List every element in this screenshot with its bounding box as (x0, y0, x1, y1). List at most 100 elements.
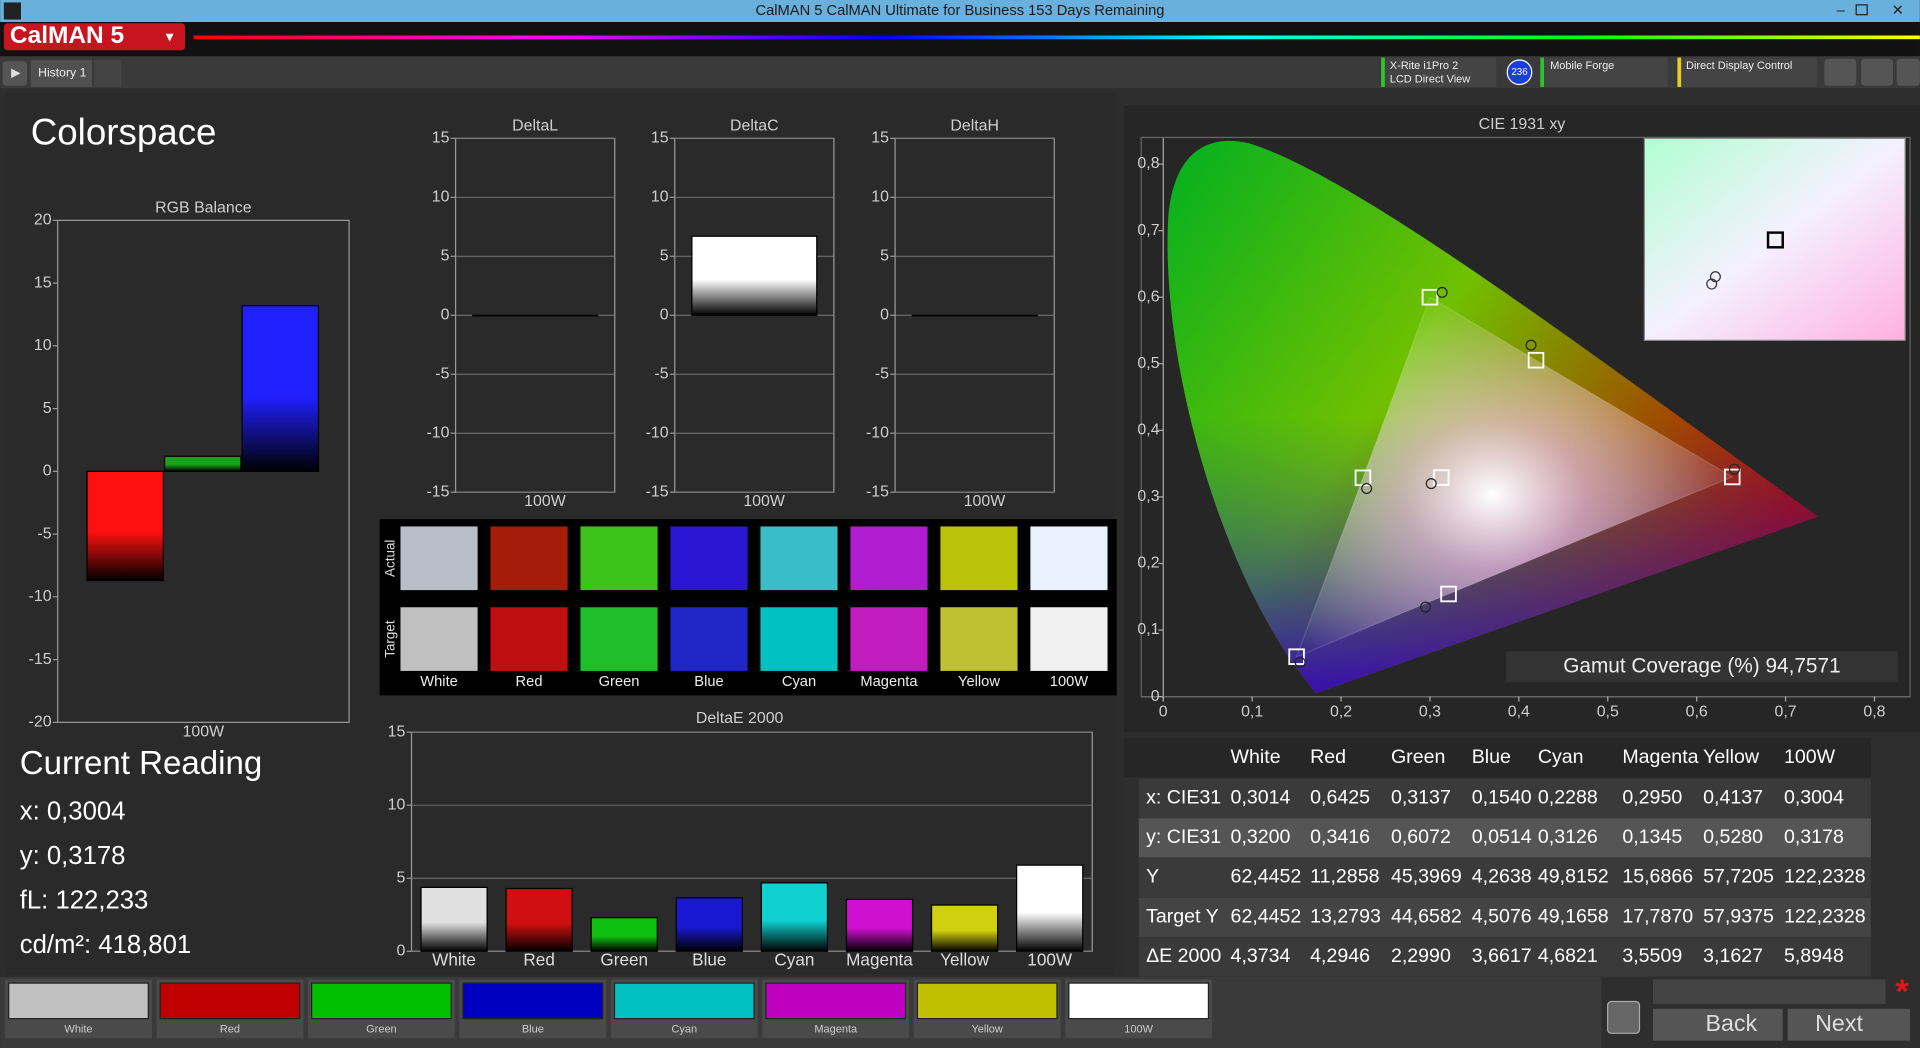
column-header: Red (1310, 746, 1346, 768)
x-tick-label: 100W (183, 723, 225, 740)
y-tick-label: 0 (43, 463, 52, 480)
current-reading-title: Current Reading (20, 745, 262, 782)
table-header-bg (1124, 738, 1871, 778)
logo-box[interactable] (3, 23, 186, 51)
x-tick-label: White (432, 950, 476, 970)
meter-selector[interactable] (1381, 57, 1497, 87)
y-tick-label: 10 (388, 796, 406, 813)
table-row (1138, 937, 1871, 977)
play-button[interactable] (2, 61, 28, 86)
y-tick-label: 0 (660, 306, 669, 323)
actual-swatch (1030, 526, 1108, 591)
minimize-button[interactable]: – (1837, 3, 1846, 19)
y-tick-label: 5 (397, 869, 406, 886)
y-tick-label: 0,2 (1137, 555, 1159, 572)
bar (675, 897, 743, 952)
actual-point (1294, 656, 1306, 668)
actual-swatch (490, 526, 568, 591)
history-tab[interactable] (30, 59, 92, 87)
actual-swatch (670, 526, 748, 591)
close-button[interactable]: ✕ (1892, 3, 1904, 19)
reading-line: y: 0,3178 (20, 842, 126, 870)
back-button[interactable] (1652, 1008, 1783, 1041)
reading-line: x: 0,3004 (20, 798, 126, 826)
chart-title: CIE 1931 xy (1479, 116, 1566, 133)
table-cell: 49,1658 (1538, 905, 1609, 927)
table-cell: 62,4452 (1231, 905, 1302, 927)
y-tick-label: 0,4 (1137, 422, 1159, 439)
table-cell: 0,4137 (1703, 786, 1763, 808)
stop-button[interactable] (1607, 1000, 1641, 1034)
target-swatch (1030, 607, 1108, 671)
gamut-box (1506, 651, 1898, 682)
actual-point (1420, 601, 1432, 613)
target-point (1288, 648, 1305, 665)
meter-badge-label: 236 (1511, 67, 1528, 78)
y-tick-label: 15 (34, 274, 52, 291)
y-tick-label: 10 (432, 189, 450, 206)
y-tick-label: -5 (435, 365, 449, 382)
table-cell: 57,7205 (1703, 866, 1774, 888)
table-cell: 57,9375 (1703, 905, 1774, 927)
nav-icons (1652, 979, 1886, 1004)
table-cell: 0,0514 (1472, 826, 1532, 848)
chart-title: DeltaE 2000 (696, 710, 784, 727)
help-button[interactable] (1861, 58, 1893, 86)
table-cell: 0,2288 (1538, 786, 1598, 808)
y-tick-label: 5 (880, 247, 889, 264)
bottom-swatch-label: 100W (1124, 1024, 1153, 1036)
title-bar (0, 0, 1920, 23)
bottom-swatch (613, 982, 755, 1020)
y-tick-label: -15 (29, 651, 52, 668)
table-cell: 0,3014 (1231, 786, 1291, 808)
source-selector[interactable] (1540, 57, 1668, 87)
y-tick-label: 5 (441, 247, 450, 264)
next-label: Next (1815, 1010, 1863, 1036)
asterisk-button[interactable]: * (1895, 973, 1909, 1011)
y-tick-label: -10 (646, 424, 669, 441)
white-point-inset (1643, 137, 1906, 341)
source-indicator (1540, 57, 1544, 87)
bar (845, 898, 914, 952)
menu-button[interactable] (1896, 58, 1920, 86)
x-tick-label: 0,4 (1508, 704, 1530, 721)
logo: CalMAN 5 (10, 22, 124, 49)
bar (930, 904, 999, 952)
bottom-swatch (159, 982, 301, 1020)
y-tick-label: -20 (29, 714, 52, 731)
next-button[interactable] (1787, 1008, 1911, 1041)
restore-button[interactable] (1855, 4, 1868, 16)
y-tick-label: -15 (866, 483, 889, 500)
chart-title: DeltaC (730, 117, 779, 134)
y-tick-label: -5 (37, 525, 51, 542)
window-title: CalMAN 5 CalMAN Ultimate for Business 15… (756, 3, 1165, 19)
bar (241, 305, 320, 472)
y-tick-label: -10 (426, 424, 449, 441)
target-swatch (940, 607, 1018, 671)
logo-dropdown[interactable]: ▼ (163, 30, 176, 45)
row-label: Target (382, 620, 397, 658)
x-tick-label: 0,8 (1863, 704, 1885, 721)
y-tick-label: 10 (34, 337, 52, 354)
y-tick-label: 0 (441, 306, 450, 323)
add-tab[interactable] (94, 59, 122, 87)
meter-indicator (1381, 57, 1385, 87)
row-label: Y (1146, 866, 1159, 888)
bottom-swatch-label: Red (220, 1024, 240, 1036)
table-cell: 13,2793 (1310, 905, 1381, 927)
y-tick-label: 0,6 (1137, 288, 1159, 305)
swatch-label: Blue (694, 674, 723, 690)
y-tick-label: 15 (432, 130, 450, 147)
table-cell: 11,2858 (1310, 866, 1379, 888)
x-tick-label: 0,6 (1686, 704, 1708, 721)
bottom-swatch-label: Blue (522, 1024, 544, 1036)
settings-button[interactable] (1824, 58, 1857, 86)
row-label-group: Actual (382, 540, 397, 577)
table-cell: 4,2638 (1472, 866, 1532, 888)
swatch-label: Red (516, 674, 543, 690)
target-point (1527, 351, 1545, 369)
row-label-group: Target (382, 620, 397, 658)
display-selector[interactable] (1677, 57, 1818, 87)
